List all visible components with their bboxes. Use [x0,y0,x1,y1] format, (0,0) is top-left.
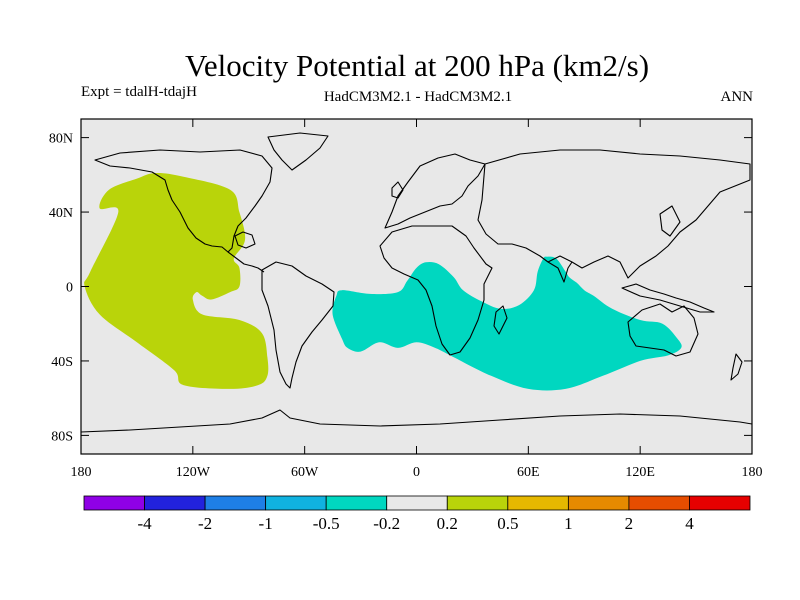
experiment-label: Expt = tdalH-tdajH [81,84,197,100]
coast-asia [477,149,751,279]
y-tick-label: 40S [51,355,73,370]
colorbar-swatch [567,495,630,511]
coast-madagascar [493,305,508,335]
y-tick-label: 40N [49,206,73,221]
colorbar-swatch [83,495,145,511]
coast-africa [379,225,493,356]
coast-central-america [227,251,265,273]
coast-india [547,261,573,283]
colorbar-swatch [265,495,327,511]
chart-title: Velocity Potential at 200 hPa (km2/s) [185,48,649,83]
coast-japan [659,205,681,237]
colorbar-label: 4 [685,514,694,533]
colorbar-swatch [689,495,751,511]
map-contents [81,132,752,433]
coast-australia [627,303,699,357]
region-negative-anomaly-atlantic-indian [332,256,682,391]
y-tick-label: 80N [49,132,73,147]
coast-british-isles [391,181,404,199]
x-tick-label: 120W [176,465,211,480]
colorbar-label: -2 [198,514,212,533]
colorbar: -4 -2 -1 -0.5 -0.2 0.2 0.5 1 2 4 [83,495,751,533]
y-tick-label: 80S [51,429,73,444]
colorbar-swatch [507,495,569,511]
colorbar-swatch [446,495,509,511]
colorbar-label: -1 [259,514,273,533]
coast-greenland [267,132,329,171]
coast-gulf-of-mexico [234,231,256,249]
coast-europe [384,153,486,229]
x-tick-label: 60W [291,465,319,480]
coast-antarctica [81,409,752,433]
anomaly-regions-layer [84,172,682,391]
region-positive-anomaly-pacific [84,172,269,389]
colorbar-swatch [325,495,388,511]
colorbar-label: 1 [564,514,573,533]
coast-maritime-continent [621,283,715,313]
colorbar-label: -0.2 [373,514,400,533]
y-tick-label: 0 [66,281,73,296]
colorbar-label: -0.5 [313,514,340,533]
colorbar-swatch [144,495,206,511]
coast-new-zealand [730,353,743,381]
x-tick-label: 180 [71,465,92,480]
colorbar-label: 2 [625,514,634,533]
x-tick-label: 120E [625,465,655,480]
coast-south-america [261,261,335,389]
x-tick-label: 0 [413,465,420,480]
model-comparison-label: HadCM3M2.1 - HadCM3M2.1 [324,89,512,105]
coast-north-america [94,149,273,253]
x-tick-label: 60E [517,465,540,480]
season-label: ANN [721,89,754,105]
colorbar-swatch [204,495,267,511]
axis-ticks-layer: 180 120W 60W 0 60E 120E 180 80N 40N 0 40S 80S [49,119,763,480]
colorbar-label: -4 [137,514,152,533]
colorbar-swatch [386,495,448,511]
colorbar-label: 0.5 [497,514,518,533]
colorbar-label: 0.2 [437,514,458,533]
colorbar-swatch [628,495,690,511]
x-tick-label: 180 [742,465,763,480]
coastlines [81,132,752,433]
